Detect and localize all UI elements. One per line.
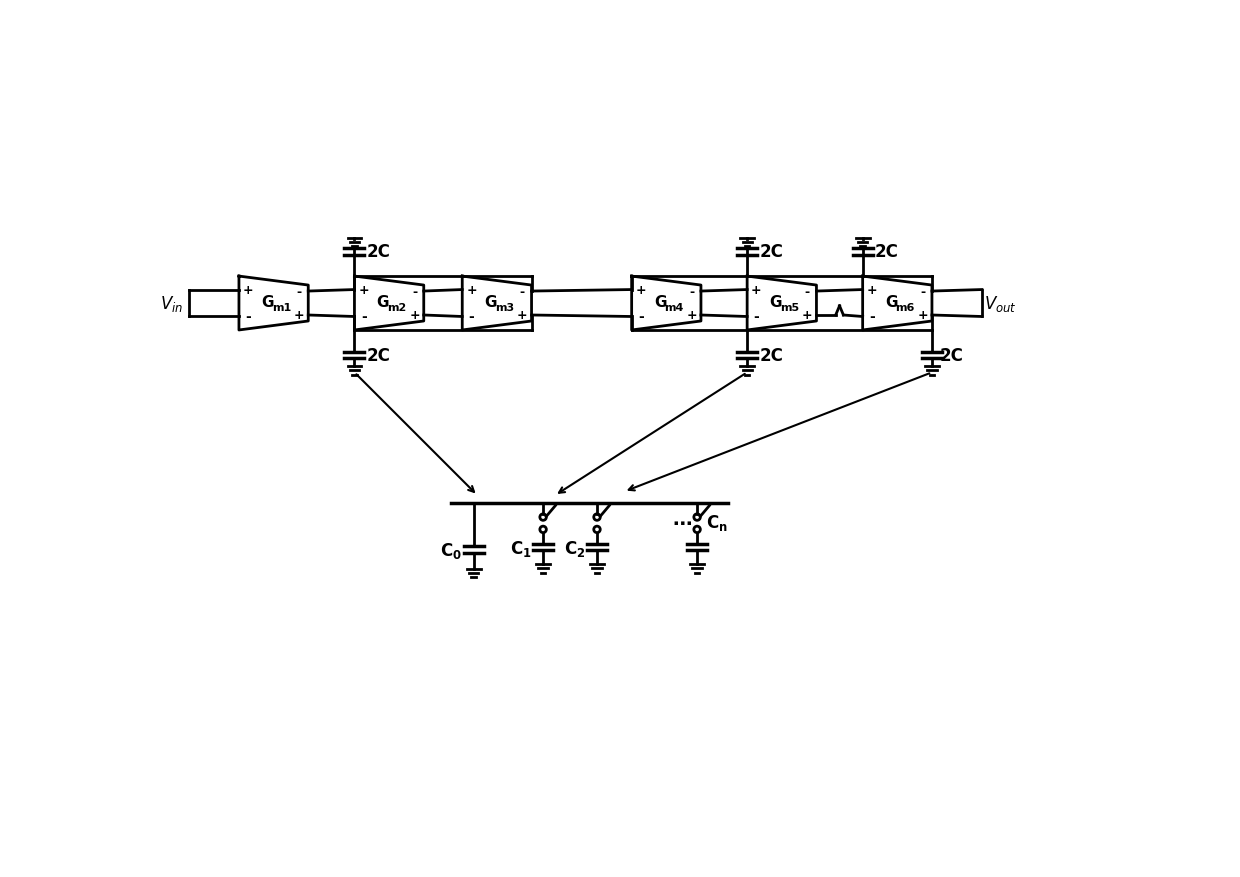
Text: -: - (639, 310, 644, 324)
Text: -: - (805, 285, 810, 298)
Text: +: + (751, 284, 761, 296)
Text: +: + (358, 284, 370, 296)
Text: -: - (520, 285, 525, 298)
Text: -: - (412, 285, 417, 298)
Text: +: + (466, 284, 477, 296)
Text: -: - (869, 310, 874, 324)
Text: +: + (918, 310, 928, 322)
Text: 2C: 2C (759, 346, 784, 364)
Text: -: - (246, 310, 250, 324)
Text: $\mathbf{C_1}$: $\mathbf{C_1}$ (510, 538, 532, 559)
Text: +: + (636, 284, 646, 296)
Text: +: + (517, 310, 528, 322)
Text: G: G (885, 295, 898, 310)
Text: -: - (689, 285, 694, 298)
Text: $V_{out}$: $V_{out}$ (985, 294, 1017, 314)
Text: G: G (262, 295, 274, 310)
Text: $\mathbf{C_2}$: $\mathbf{C_2}$ (564, 538, 585, 559)
Text: -: - (469, 310, 475, 324)
Text: G: G (377, 295, 389, 310)
Text: +: + (409, 310, 420, 322)
Text: m2: m2 (387, 303, 407, 313)
Text: +: + (867, 284, 877, 296)
Text: m1: m1 (272, 303, 291, 313)
Text: $\mathbf{C_0}$: $\mathbf{C_0}$ (440, 540, 463, 560)
Text: 2C: 2C (759, 243, 784, 261)
Text: 2C: 2C (367, 243, 391, 261)
Text: +: + (802, 310, 812, 322)
Text: 2C: 2C (875, 243, 899, 261)
Text: G: G (653, 295, 666, 310)
Text: +: + (243, 284, 253, 296)
Text: m5: m5 (780, 303, 799, 313)
Text: $\mathbf{\cdots}$: $\mathbf{\cdots}$ (672, 513, 692, 531)
Text: m4: m4 (665, 303, 683, 313)
Text: +: + (294, 310, 304, 322)
Text: -: - (754, 310, 759, 324)
Text: -: - (361, 310, 367, 324)
Text: m6: m6 (895, 303, 915, 313)
Text: $V_{in}$: $V_{in}$ (160, 294, 182, 314)
Text: m3: m3 (495, 303, 515, 313)
Text: 2C: 2C (940, 346, 963, 364)
Text: 2C: 2C (367, 346, 391, 364)
Text: -: - (296, 285, 301, 298)
Text: $\mathbf{C_n}$: $\mathbf{C_n}$ (707, 512, 728, 532)
Text: G: G (485, 295, 497, 310)
Text: G: G (769, 295, 782, 310)
Text: +: + (687, 310, 697, 322)
Text: -: - (920, 285, 925, 298)
